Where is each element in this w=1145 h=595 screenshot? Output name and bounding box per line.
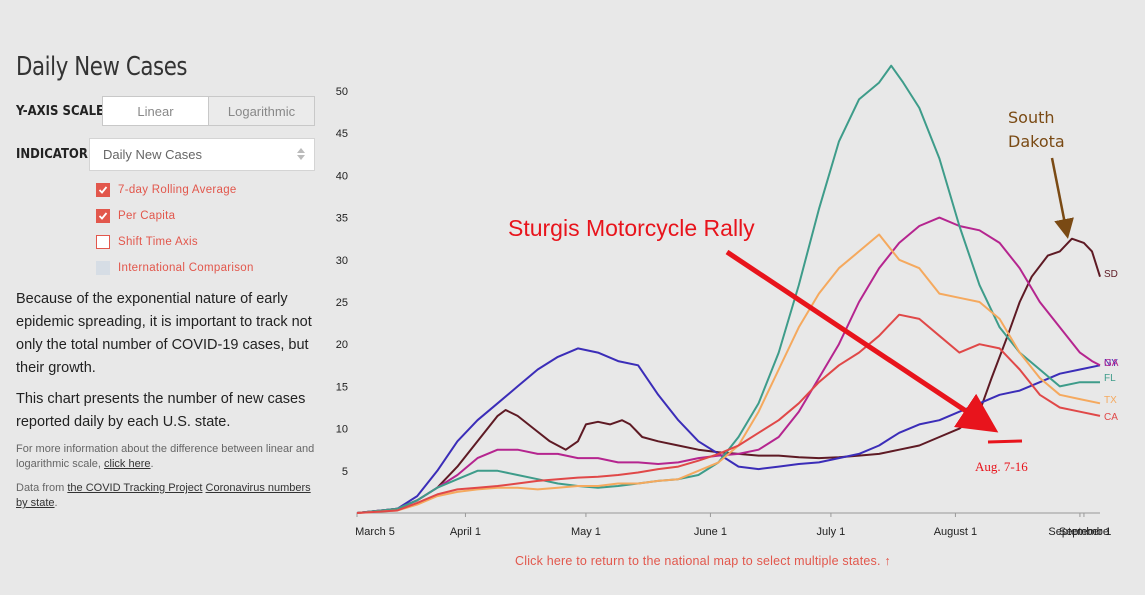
south-dakota-label-line1: South xyxy=(1008,108,1055,127)
rally-dates-label: Aug. 7-16 xyxy=(975,459,1028,474)
data-source-text: Data from xyxy=(16,482,68,494)
sturgis-rally-annotation: Sturgis Motorcycle Rally xyxy=(508,215,755,241)
brown-arrow-icon xyxy=(1050,157,1074,239)
indicator-label: INDICATOR xyxy=(16,147,88,162)
series-end-label-sd: SD xyxy=(1104,269,1118,280)
data-source-end: . xyxy=(54,497,58,509)
scale-note: For more information about the differenc… xyxy=(16,442,321,472)
y-axis-scale-label: Y-AXIS SCALE xyxy=(16,104,105,119)
y-tick-label: 40 xyxy=(336,170,348,182)
series-line-fl xyxy=(356,64,1100,514)
series-end-label-fl: FL xyxy=(1104,373,1116,384)
y-tick-label: 20 xyxy=(336,339,348,351)
rolling-average-label: 7-day Rolling Average xyxy=(118,184,237,196)
y-tick-label: 5 xyxy=(342,466,348,478)
x-tick-label: March 5 xyxy=(355,526,395,538)
coronavirus-numbers-link[interactable]: Coronavirus numbers by state xyxy=(16,482,311,509)
covid-tracking-project-link[interactable]: the COVID Tracking Project xyxy=(67,482,203,494)
y-tick-label: 35 xyxy=(336,213,348,225)
checkmark-icon xyxy=(96,209,110,223)
per-capita-label: Per Capita xyxy=(118,210,176,222)
description-paragraph-1: Because of the exponential nature of ear… xyxy=(16,291,312,376)
x-tick-label: September 1 xyxy=(1048,526,1111,538)
x-tick-label: August 1 xyxy=(934,526,977,538)
international-comparison-checkbox[interactable]: International Comparison xyxy=(96,260,254,276)
x-tick-label: June 1 xyxy=(694,526,727,538)
data-source-note: Data from the COVID Tracking Project Cor… xyxy=(16,481,321,511)
y-tick-label: 30 xyxy=(336,255,348,267)
series-end-label-tx: TX xyxy=(1104,395,1117,406)
y-tick-label: 15 xyxy=(336,381,348,393)
series-end-label-ny: NY xyxy=(1104,358,1118,369)
return-to-map-link[interactable]: Click here to return to the national map… xyxy=(515,554,891,568)
series-end-label-ga: GA xyxy=(1104,358,1119,369)
scale-note-text: For more information about the differenc… xyxy=(16,443,315,470)
scale-logarithmic-button[interactable]: Logarithmic xyxy=(208,97,314,125)
click-here-link[interactable]: click here xyxy=(104,458,151,470)
indicator-select-value: Daily New Cases xyxy=(103,147,202,162)
y-tick-label: 45 xyxy=(336,128,348,140)
shift-time-axis-checkbox[interactable]: Shift Time Axis xyxy=(96,234,198,250)
y-tick-label: 25 xyxy=(336,297,348,309)
disabled-checkbox-icon xyxy=(96,261,110,275)
x-tick-label: April 1 xyxy=(450,526,481,538)
y-tick-label: 10 xyxy=(336,424,348,436)
x-tick-label: July 1 xyxy=(817,526,846,538)
series-line-ca xyxy=(356,313,1101,514)
page-title: Daily New Cases xyxy=(16,52,188,82)
rally-dates-marker xyxy=(987,439,1023,444)
shift-time-axis-label: Shift Time Axis xyxy=(118,236,198,248)
series-end-label-ca: CA xyxy=(1104,412,1118,423)
international-comparison-label: International Comparison xyxy=(118,262,254,274)
per-capita-checkbox[interactable]: Per Capita xyxy=(96,208,175,224)
scale-note-end: . xyxy=(150,458,154,470)
select-arrows-icon xyxy=(297,148,305,160)
empty-checkbox-icon xyxy=(96,235,110,249)
checkmark-icon xyxy=(96,183,110,197)
scale-toggle: Linear Logarithmic xyxy=(102,96,315,126)
y-tick-label: 50 xyxy=(336,86,348,98)
indicator-select[interactable]: Daily New Cases xyxy=(89,138,315,171)
series-line-ga xyxy=(356,216,1101,514)
rolling-average-checkbox[interactable]: 7-day Rolling Average xyxy=(96,182,237,198)
south-dakota-label-line2: Dakota xyxy=(1008,132,1065,151)
x-tick-label: Septembe xyxy=(1059,526,1109,538)
scale-linear-button[interactable]: Linear xyxy=(103,97,208,125)
red-arrow-icon xyxy=(725,249,999,433)
x-tick-label: May 1 xyxy=(571,526,601,538)
description-paragraph-2: This chart presents the number of new ca… xyxy=(16,391,306,430)
